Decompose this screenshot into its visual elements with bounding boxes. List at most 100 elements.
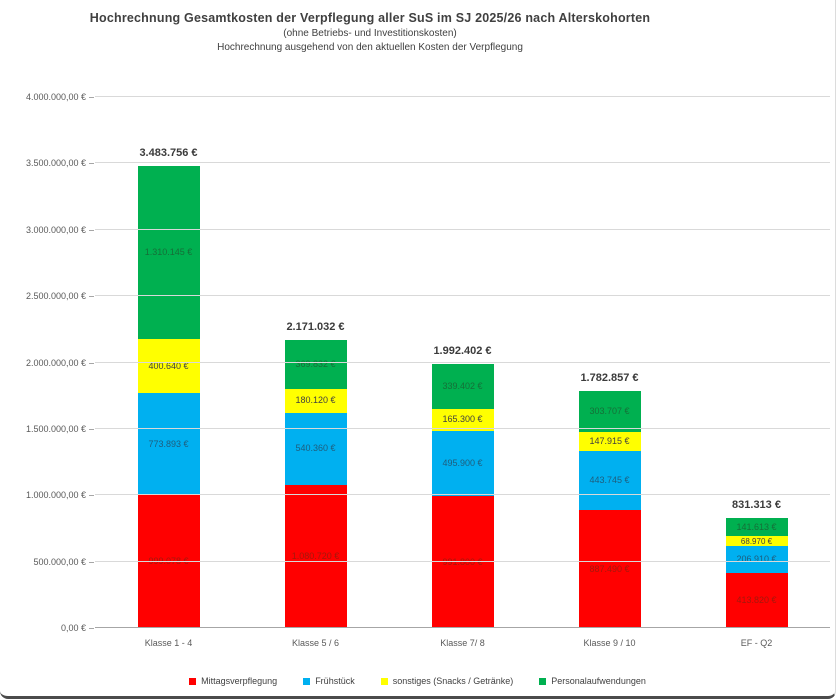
bar-segment-frühstück: 773.893 € bbox=[137, 392, 200, 496]
bar-segment-mittagsverpflegung: 1.080.720 € bbox=[284, 484, 347, 628]
bar-segment-personalaufwendungen: 1.310.145 € bbox=[137, 165, 200, 340]
bar-total-label: 831.313 € bbox=[732, 498, 781, 511]
y-axis-tick-mark bbox=[89, 229, 94, 231]
y-axis-tick-mark bbox=[89, 561, 94, 563]
segment-value-label: 1.310.145 € bbox=[144, 247, 193, 258]
bar-total-label: 1.992.402 € bbox=[433, 344, 492, 357]
bar-segment-frühstück: 540.360 € bbox=[284, 412, 347, 485]
segment-value-label: 400.640 € bbox=[148, 360, 189, 371]
bar-segment-personalaufwendungen: 303.707 € bbox=[578, 391, 641, 432]
segment-value-label: 495.900 € bbox=[442, 457, 483, 468]
legend-item-personalaufwendungen: Personalaufwendungen bbox=[539, 676, 646, 686]
bar-total-label: 2.171.032 € bbox=[286, 320, 345, 333]
segment-value-label: 180.120 € bbox=[295, 395, 336, 406]
legend-swatch-icon bbox=[303, 677, 311, 685]
y-axis-tick-label: 2.500.000,00 € bbox=[25, 291, 86, 302]
bar-group-ef-q2: 413.820 € 206.910 € 68.970 € 141.613 € 831.3… bbox=[683, 97, 830, 648]
x-axis-line bbox=[95, 627, 830, 628]
y-axis-tick-label: 3.500.000,00 € bbox=[25, 158, 86, 169]
gridline bbox=[95, 361, 830, 363]
bar-segment-sonstiges-snacks-getränke: 165.300 € bbox=[431, 408, 494, 431]
segment-value-label: 540.360 € bbox=[295, 443, 336, 454]
bar-segment-frühstück: 443.745 € bbox=[578, 451, 641, 511]
gridline bbox=[95, 96, 830, 97]
chart-subtitle-2: Hochrechnung ausgehend von den aktuellen… bbox=[217, 42, 523, 53]
segment-value-label: 991.800 € bbox=[442, 556, 483, 567]
x-axis-category-label: Klasse 5 / 6 bbox=[291, 638, 340, 648]
x-axis-category-label: Klasse 7/ 8 bbox=[440, 638, 485, 648]
chart-legend: Mittagsverpflegung Frühstück sonstiges (Sn… bbox=[0, 676, 835, 686]
bar-segment-mittagsverpflegung: 999.078 € bbox=[137, 495, 200, 628]
y-axis-tick-label: 3.000.000,00 € bbox=[25, 224, 86, 235]
legend-swatch-icon bbox=[539, 677, 547, 685]
chart-title: Hochrechnung Gesamtkosten der Verpflegun… bbox=[89, 11, 651, 25]
legend-item-frühstück: Frühstück bbox=[303, 676, 355, 686]
bar-total-label: 3.483.756 € bbox=[139, 146, 198, 159]
bar-segment-mittagsverpflegung: 887.490 € bbox=[578, 510, 641, 628]
bar-segment-frühstück: 495.900 € bbox=[431, 430, 494, 497]
x-axis-category-label: EF - Q2 bbox=[740, 638, 773, 648]
bar-stack: 1.080.720 € 540.360 € 180.120 € 369.832 € bbox=[284, 339, 347, 628]
segment-value-label: 339.402 € bbox=[442, 380, 483, 391]
gridline bbox=[95, 228, 830, 230]
bars-container: 999.078 € 773.893 € 400.640 € 1.310.145 € 3.… bbox=[95, 97, 830, 648]
segment-value-label: 443.745 € bbox=[589, 475, 630, 486]
legend-label: Mittagsverpflegung bbox=[201, 676, 278, 686]
y-axis-tick-mark bbox=[89, 163, 94, 165]
y-axis-tick-label: 1.000.000,00 € bbox=[25, 490, 86, 501]
segment-value-label: 887.490 € bbox=[589, 563, 630, 574]
gridline bbox=[95, 560, 830, 562]
bar-segment-sonstiges-snacks-getränke: 400.640 € bbox=[137, 339, 200, 393]
gridline bbox=[95, 295, 830, 297]
x-axis-category-label: Klasse 1 - 4 bbox=[144, 638, 193, 648]
bar-segment-sonstiges-snacks-getränke: 147.915 € bbox=[578, 431, 641, 452]
segment-value-label: 999.078 € bbox=[148, 557, 188, 566]
gridline bbox=[95, 494, 830, 496]
bar-segment-frühstück: 206.910 € bbox=[725, 545, 788, 574]
segment-value-label: 147.915 € bbox=[589, 435, 630, 446]
bar-stack: 999.078 € 773.893 € 400.640 € 1.310.145 € bbox=[137, 165, 200, 628]
gridline bbox=[95, 427, 830, 429]
bar-group-klasse-9-10: 887.490 € 443.745 € 147.915 € 303.707 € 1.78… bbox=[536, 97, 683, 648]
segment-value-label: 165.300 € bbox=[442, 414, 483, 425]
segment-value-label: 206.910 € bbox=[736, 553, 777, 564]
segment-value-label: 303.707 € bbox=[589, 406, 630, 416]
bar-total-label: 1.782.857 € bbox=[580, 372, 639, 385]
segment-value-label: 141.613 € bbox=[736, 521, 777, 532]
plot-area: 999.078 € 773.893 € 400.640 € 1.310.145 € 3.… bbox=[95, 96, 830, 648]
legend-item-mittagsverpflegung: Mittagsverpflegung bbox=[189, 676, 277, 686]
legend-swatch-icon bbox=[189, 677, 197, 685]
bar-segment-mittagsverpflegung: 413.820 € bbox=[725, 573, 788, 628]
y-axis-tick-label: 500.000,00 € bbox=[33, 556, 86, 567]
y-axis-tick-mark bbox=[89, 362, 94, 364]
bar-segment-personalaufwendungen: 339.402 € bbox=[431, 363, 494, 409]
bar-stack: 413.820 € 206.910 € 68.970 € 141.613 € bbox=[725, 517, 788, 628]
legend-label: Frühstück bbox=[315, 676, 355, 686]
segment-value-label: 68.970 € bbox=[740, 536, 773, 546]
gridline bbox=[95, 162, 830, 164]
bar-group-klasse-5-6: 1.080.720 € 540.360 € 180.120 € 369.832 € 2.… bbox=[242, 97, 389, 648]
legend-item-sonstiges-snacks-getränke: sonstiges (Snacks / Getränke) bbox=[380, 676, 514, 686]
legend-label: sonstiges (Snacks / Getränke) bbox=[392, 676, 514, 686]
segment-value-label: 1.080.720 € bbox=[291, 550, 340, 561]
bar-stack: 887.490 € 443.745 € 147.915 € 303.707 € bbox=[578, 391, 641, 628]
bar-segment-sonstiges-snacks-getränke: 68.970 € bbox=[725, 536, 788, 546]
segment-value-label: 369.832 € bbox=[295, 358, 336, 369]
chart-subtitle-1: (ohne Betriebs- und Investitionskosten) bbox=[283, 28, 457, 39]
chart-header: Hochrechnung Gesamtkosten der Verpflegun… bbox=[0, 11, 740, 53]
segment-value-label: 413.820 € bbox=[736, 595, 777, 606]
y-axis-tick-mark bbox=[89, 296, 94, 298]
x-axis-category-label: Klasse 9 / 10 bbox=[583, 638, 636, 648]
y-axis-tick-label: 1.500.000,00 € bbox=[25, 423, 86, 434]
bar-segment-mittagsverpflegung: 991.800 € bbox=[431, 496, 494, 628]
bar-segment-personalaufwendungen: 369.832 € bbox=[284, 339, 347, 389]
bar-segment-sonstiges-snacks-getränke: 180.120 € bbox=[284, 388, 347, 413]
y-axis-tick-mark bbox=[89, 97, 94, 98]
y-axis-tick-mark bbox=[89, 628, 94, 629]
y-axis-tick-mark bbox=[89, 495, 94, 497]
bar-group-klasse-1-4: 999.078 € 773.893 € 400.640 € 1.310.145 € 3.… bbox=[95, 97, 242, 648]
bar-segment-personalaufwendungen: 141.613 € bbox=[725, 517, 788, 537]
y-axis-tick-mark bbox=[89, 428, 94, 430]
bar-group-klasse-7-8: 991.800 € 495.900 € 165.300 € 339.402 € 1.99… bbox=[389, 97, 536, 648]
